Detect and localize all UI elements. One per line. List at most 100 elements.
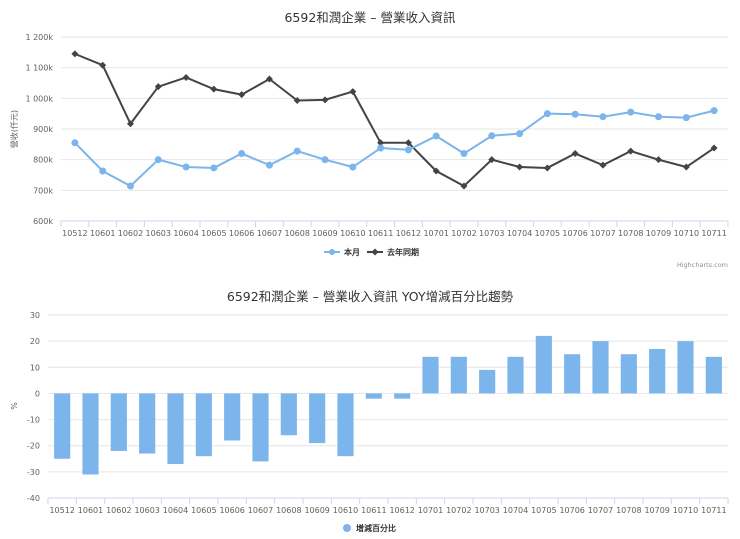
data-point[interactable]	[432, 132, 440, 140]
data-point[interactable]	[543, 164, 551, 172]
data-point[interactable]	[238, 150, 246, 158]
data-point[interactable]	[265, 161, 273, 169]
x-tick-label: 10602	[106, 506, 131, 515]
data-point[interactable]	[99, 61, 107, 69]
bar[interactable]	[535, 335, 552, 394]
bar[interactable]	[620, 354, 637, 394]
bar[interactable]	[82, 393, 99, 475]
data-point[interactable]	[571, 150, 579, 158]
bar[interactable]	[139, 393, 156, 454]
data-point[interactable]	[99, 167, 107, 175]
legend-item-yoy[interactable]: 增減百分比	[343, 523, 396, 533]
bar[interactable]	[592, 341, 609, 394]
data-point[interactable]	[182, 73, 190, 81]
x-tick-label: 10710	[673, 506, 698, 515]
data-point[interactable]	[488, 156, 496, 164]
bar[interactable]	[649, 348, 666, 394]
data-point[interactable]	[682, 114, 690, 122]
legend-item-last-year[interactable]: 去年同期	[367, 247, 419, 257]
plot-series[interactable]	[71, 50, 718, 190]
legend-label-current: 本月	[343, 247, 360, 257]
bar[interactable]	[252, 393, 269, 462]
y-tick-label: -40	[27, 494, 40, 503]
data-point[interactable]	[182, 163, 190, 171]
data-point[interactable]	[460, 150, 468, 158]
x-tick-label: 10706	[562, 229, 587, 238]
credits-link[interactable]: Highcharts.com	[677, 261, 728, 269]
data-point[interactable]	[238, 91, 246, 99]
data-point[interactable]	[321, 96, 329, 104]
x-tick-label: 10708	[616, 506, 641, 515]
data-point[interactable]	[655, 156, 663, 164]
data-point[interactable]	[627, 108, 635, 116]
data-point[interactable]	[710, 144, 718, 152]
x-tick-label: 10603	[134, 506, 159, 515]
data-point[interactable]	[404, 139, 412, 147]
data-point[interactable]	[682, 163, 690, 171]
bar[interactable]	[337, 393, 354, 457]
bar[interactable]	[705, 356, 722, 394]
bar[interactable]	[309, 393, 326, 444]
x-tick-label: 10610	[333, 506, 358, 515]
data-point[interactable]	[516, 130, 524, 138]
bar[interactable]	[224, 393, 241, 441]
data-point[interactable]	[293, 96, 301, 104]
data-point[interactable]	[377, 139, 385, 147]
bar[interactable]	[507, 356, 524, 394]
data-point[interactable]	[265, 75, 273, 83]
y-tick-label: -30	[27, 468, 40, 477]
x-tick-label: 10704	[503, 506, 528, 515]
bar[interactable]	[394, 393, 411, 399]
chart-title: 6592和潤企業 – 營業收入資訊	[284, 10, 456, 25]
bar-series[interactable]	[54, 335, 722, 475]
data-point[interactable]	[543, 110, 551, 118]
legend[interactable]: 增減百分比	[343, 523, 396, 533]
bar[interactable]	[365, 393, 382, 399]
data-point[interactable]	[210, 164, 218, 172]
data-point[interactable]	[126, 120, 134, 128]
data-point[interactable]	[293, 147, 301, 155]
data-point[interactable]	[627, 147, 635, 155]
bar[interactable]	[479, 369, 496, 394]
y-tick-label: -20	[27, 442, 40, 451]
data-point[interactable]	[154, 83, 162, 91]
data-point[interactable]	[432, 167, 440, 175]
data-point[interactable]	[154, 156, 162, 164]
legend-item-current[interactable]: 本月	[324, 247, 360, 257]
data-point[interactable]	[516, 163, 524, 171]
data-point[interactable]	[599, 113, 607, 121]
bar[interactable]	[422, 356, 439, 394]
series-line	[74, 109, 715, 188]
x-tick-label: 10711	[701, 506, 726, 515]
data-point[interactable]	[321, 156, 329, 164]
legend[interactable]: 本月 去年同期	[324, 247, 419, 257]
diamond-marker-icon	[371, 248, 379, 256]
data-point[interactable]	[349, 88, 357, 96]
data-point[interactable]	[460, 182, 468, 190]
x-tick-label: 10609	[304, 506, 329, 515]
data-point[interactable]	[210, 85, 218, 93]
data-point[interactable]	[488, 132, 496, 140]
data-point[interactable]	[71, 50, 79, 58]
bar[interactable]	[450, 356, 467, 394]
bar[interactable]	[54, 393, 71, 459]
y-tick-label: 800k	[33, 156, 53, 165]
bar[interactable]	[564, 354, 581, 394]
bar[interactable]	[110, 393, 127, 451]
y-tick-label: 1 100k	[25, 64, 53, 73]
y-tick-label: 1 200k	[25, 33, 53, 42]
data-point[interactable]	[571, 110, 579, 118]
data-point[interactable]	[349, 163, 357, 171]
data-point[interactable]	[404, 146, 412, 154]
data-point[interactable]	[599, 161, 607, 169]
bar[interactable]	[677, 341, 694, 394]
data-point[interactable]	[126, 182, 134, 190]
data-point[interactable]	[377, 144, 385, 152]
bar[interactable]	[167, 393, 184, 465]
bar[interactable]	[195, 393, 212, 457]
data-point[interactable]	[710, 107, 718, 115]
bar[interactable]	[280, 393, 297, 436]
data-point[interactable]	[71, 139, 79, 147]
data-point[interactable]	[655, 113, 663, 121]
